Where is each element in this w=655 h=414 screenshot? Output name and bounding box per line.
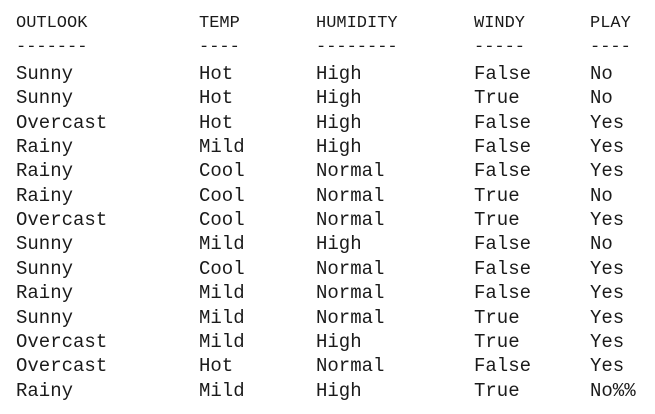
cell-play: Yes (590, 160, 625, 183)
separator-row: ------- ---- -------- ----- ---- (0, 36, 655, 60)
table-row: Rainy Cool Normal True No (0, 184, 655, 208)
cell-outlook: Rainy (16, 184, 74, 207)
cell-humidity: High (316, 136, 362, 159)
cell-outlook: Sunny (16, 306, 74, 329)
cell-windy: False (474, 136, 532, 159)
table-row: Sunny Cool Normal False Yes (0, 257, 655, 281)
cell-humidity: High (316, 87, 362, 110)
cell-windy: False (474, 282, 532, 305)
header-outlook: OUTLOOK (16, 14, 88, 33)
cell-temp: Cool (199, 209, 245, 232)
cell-temp: Hot (199, 63, 234, 85)
cell-outlook: Sunny (16, 257, 74, 280)
table-row: Rainy Mild High True No%% (0, 379, 655, 403)
cell-play: Yes (590, 209, 625, 232)
separator-temp: ---- (199, 38, 240, 57)
separator-windy: ----- (474, 38, 526, 57)
header-row: OUTLOOK TEMP HUMIDITY WINDY PLAY (0, 12, 655, 36)
cell-outlook: Overcast (16, 111, 108, 134)
cell-humidity: Normal (316, 355, 385, 378)
cell-humidity: Normal (316, 184, 385, 207)
cell-temp: Cool (199, 257, 245, 280)
cell-temp: Hot (199, 87, 234, 110)
cell-outlook: Sunny (16, 233, 74, 256)
cell-humidity: High (316, 233, 362, 256)
cell-windy: True (474, 306, 520, 329)
header-temp: TEMP (199, 14, 240, 33)
cell-outlook: Overcast (16, 330, 108, 353)
cell-temp: Mild (199, 306, 245, 329)
cell-temp: Cool (199, 184, 245, 207)
cell-play: Yes (590, 282, 625, 305)
cell-windy: False (474, 355, 532, 378)
cell-windy: True (474, 379, 520, 402)
cell-windy: False (474, 111, 532, 134)
cell-outlook: Rainy (16, 379, 74, 402)
table-row: Rainy Mild Normal False Yes (0, 281, 655, 305)
table-row: Sunny Hot High False No (0, 62, 655, 86)
cell-windy: False (474, 233, 532, 256)
cell-outlook: Overcast (16, 355, 108, 378)
cell-outlook: Overcast (16, 209, 108, 232)
cell-humidity: Normal (316, 209, 385, 232)
cell-play: No (590, 63, 613, 85)
cell-windy: True (474, 330, 520, 353)
cell-humidity: Normal (316, 160, 385, 183)
cell-play: Yes (590, 330, 625, 353)
cell-outlook: Rainy (16, 136, 74, 159)
table-row: Rainy Mild High False Yes (0, 135, 655, 159)
table-row: Overcast Cool Normal True Yes (0, 208, 655, 232)
cell-humidity: Normal (316, 257, 385, 280)
cell-windy: True (474, 209, 520, 232)
cell-humidity: Normal (316, 306, 385, 329)
cell-windy: False (474, 63, 532, 85)
separator-humidity: -------- (316, 38, 398, 57)
cell-outlook: Sunny (16, 63, 74, 85)
cell-temp: Mild (199, 136, 245, 159)
cell-play: No%% (590, 379, 636, 402)
cell-outlook: Rainy (16, 282, 74, 305)
cell-play: No (590, 184, 613, 207)
table-row: Sunny Mild Normal True Yes (0, 306, 655, 330)
cell-temp: Mild (199, 330, 245, 353)
cell-humidity: High (316, 330, 362, 353)
cell-temp: Hot (199, 355, 234, 378)
cell-temp: Hot (199, 111, 234, 134)
table-row: Overcast Hot High False Yes (0, 111, 655, 135)
cell-temp: Cool (199, 160, 245, 183)
table-row: Overcast Mild High True Yes (0, 330, 655, 354)
cell-windy: True (474, 184, 520, 207)
cell-temp: Mild (199, 379, 245, 402)
separator-play: ---- (590, 38, 631, 57)
table-row: Overcast Hot Normal False Yes (0, 354, 655, 378)
cell-humidity: High (316, 111, 362, 134)
cell-humidity: High (316, 379, 362, 402)
cell-play: No (590, 233, 613, 256)
cell-play: Yes (590, 257, 625, 280)
table-row: Sunny Hot High True No (0, 86, 655, 110)
cell-play: Yes (590, 306, 625, 329)
header-humidity: HUMIDITY (316, 14, 398, 33)
cell-play: Yes (590, 111, 625, 134)
cell-windy: True (474, 87, 520, 110)
cell-temp: Mild (199, 233, 245, 256)
table-row: Rainy Cool Normal False Yes (0, 159, 655, 183)
table-row: Sunny Mild High False No (0, 232, 655, 256)
header-play: PLAY (590, 14, 631, 33)
cell-play: Yes (590, 136, 625, 159)
cell-windy: False (474, 257, 532, 280)
cell-play: Yes (590, 355, 625, 378)
cell-play: No (590, 87, 613, 110)
cell-windy: False (474, 160, 532, 183)
cell-temp: Mild (199, 282, 245, 305)
cell-outlook: Sunny (16, 87, 74, 110)
cell-outlook: Rainy (16, 160, 74, 183)
header-windy: WINDY (474, 14, 526, 33)
separator-outlook: ------- (16, 38, 88, 57)
cell-humidity: Normal (316, 282, 385, 305)
cell-humidity: High (316, 63, 362, 85)
